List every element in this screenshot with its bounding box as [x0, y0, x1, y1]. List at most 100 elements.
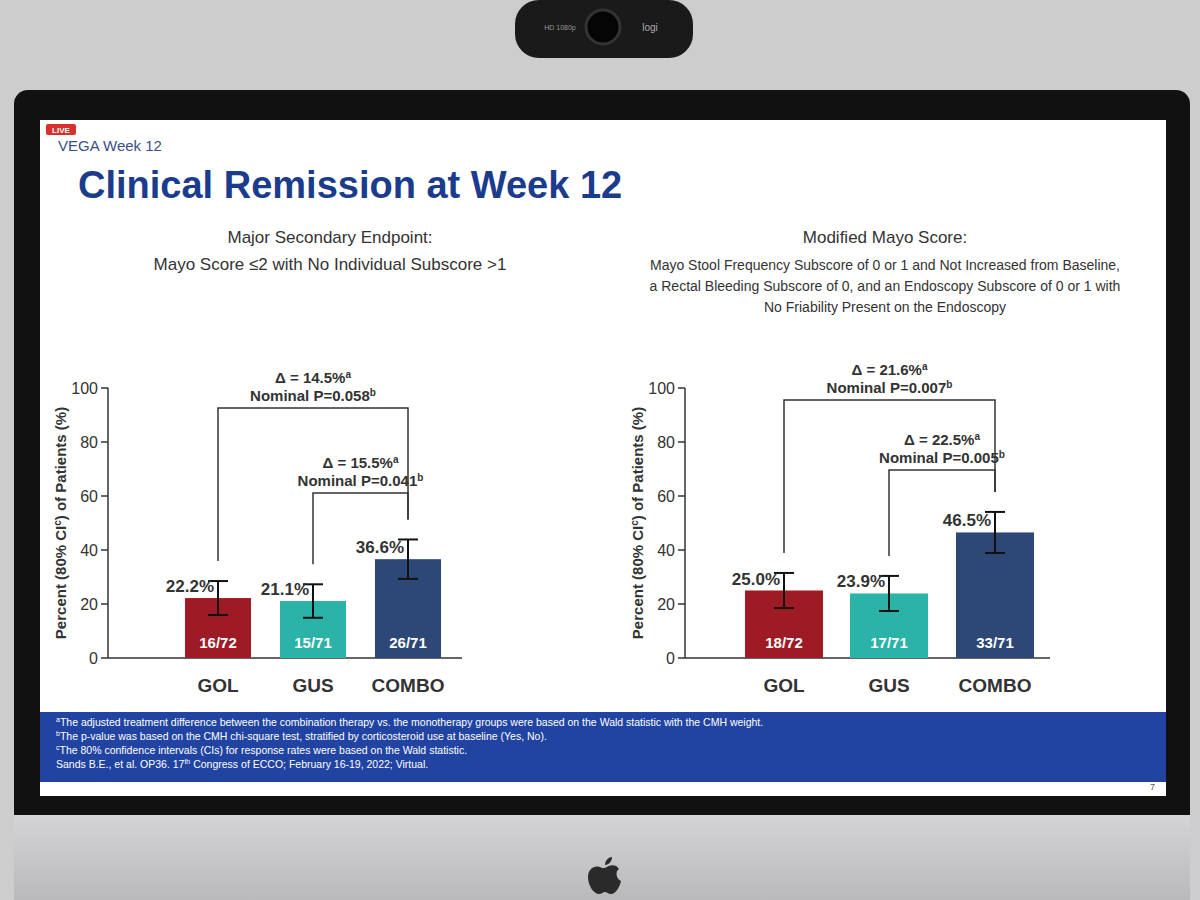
monitor-chin	[14, 815, 1190, 900]
data-label: 25.0%	[732, 570, 780, 589]
apple-leaf	[605, 857, 612, 865]
delta-label: Δ = 14.5%a	[275, 369, 351, 386]
live-badge	[46, 124, 76, 135]
error-cap	[303, 617, 323, 619]
count-label: 17/71	[870, 634, 908, 651]
y-tick-label: 20	[80, 596, 98, 613]
delta-note: a	[974, 431, 980, 442]
category-label: GUS	[868, 675, 909, 696]
delta-label: Δ = 15.5%a	[323, 454, 399, 471]
chart: Major Secondary Endpoint:Mayo Score ≤2 w…	[52, 228, 506, 696]
error-line	[217, 581, 219, 615]
error-cap	[208, 614, 228, 616]
p-note: b	[999, 449, 1005, 460]
page-number: 7	[1150, 782, 1155, 792]
chart-subtitle: Mayo Score ≤2 with No Individual Subscor…	[154, 255, 507, 274]
count-label: 16/72	[199, 634, 237, 651]
p-text: Nominal P=0.041	[298, 472, 418, 489]
delta-text: Δ = 15.5%	[323, 454, 393, 471]
category-label: GUS	[292, 675, 333, 696]
footnote-text: The adjusted treatment difference betwee…	[60, 716, 763, 728]
error-line	[407, 539, 409, 578]
error-cap	[774, 607, 794, 609]
y-tick-label: 100	[648, 380, 675, 397]
comparison-bracket	[889, 470, 995, 556]
y-axis	[107, 388, 109, 658]
p-text: Nominal P=0.005	[879, 449, 999, 466]
delta-note: a	[922, 361, 928, 372]
p-text: Nominal P=0.007	[827, 379, 947, 396]
footnote: bThe p-value was based on the CMH chi-sq…	[56, 730, 547, 742]
p-label: Nominal P=0.007b	[827, 379, 953, 396]
chart-subtitle: a Rectal Bleeding Subscore of 0, and an …	[650, 278, 1121, 294]
y-tick-label: 0	[89, 650, 98, 667]
y-tick-label: 40	[80, 542, 98, 559]
footnote: aThe adjusted treatment difference betwe…	[56, 716, 763, 728]
chart: Modified Mayo Score: Mayo Stool Frequency…	[629, 228, 1120, 696]
count-label: 26/71	[389, 634, 427, 651]
reference-text: Congress of ECCO; February 16-19, 2022; …	[190, 758, 428, 770]
comparison-bracket	[313, 493, 408, 564]
reference: Sands B.E., et al. OP36. 17th Congress o…	[56, 758, 428, 770]
error-cap	[879, 610, 899, 612]
y-tick-label: 80	[80, 434, 98, 451]
apple-logo	[588, 857, 621, 894]
y-axis-label: Percent (80% CIc) of Patients (%)	[52, 407, 69, 639]
y-axis-label-text: ) of Patients (%)	[52, 407, 69, 520]
y-axis-label-text: ) of Patients (%)	[629, 407, 646, 520]
y-tick	[101, 387, 108, 389]
reference-text: Sands B.E., et al. OP36. 17	[56, 758, 185, 770]
delta-note: a	[345, 369, 351, 380]
y-axis-label-text: Percent (80% CI	[629, 526, 646, 639]
footnote: cThe 80% confidence intervals (CIs) for …	[56, 744, 467, 756]
y-tick	[678, 495, 685, 497]
error-line	[888, 576, 890, 611]
bracket-line	[889, 470, 995, 556]
y-tick	[101, 549, 108, 551]
y-tick-label: 40	[657, 542, 675, 559]
y-tick-label: 100	[71, 380, 98, 397]
p-note: b	[946, 379, 952, 390]
p-note: b	[370, 387, 376, 398]
apple-body	[588, 865, 621, 894]
p-label: Nominal P=0.005b	[879, 449, 1005, 466]
webcam-brand: logi	[642, 22, 658, 33]
data-label: 21.1%	[261, 580, 309, 599]
footer-band	[40, 712, 1166, 782]
webcam-label: HD 1080p	[544, 24, 576, 32]
live-text: LIVE	[52, 126, 70, 135]
chart-title: Modified Mayo Score:	[803, 228, 967, 247]
data-label: 22.2%	[166, 577, 214, 596]
p-label: Nominal P=0.041b	[298, 472, 424, 489]
y-tick-label: 80	[657, 434, 675, 451]
y-tick-label: 60	[80, 488, 98, 505]
background	[0, 0, 1200, 900]
chart-subtitle: Mayo Stool Frequency Subscore of 0 or 1 …	[650, 257, 1120, 273]
category-label: GOL	[197, 675, 239, 696]
delta-text: Δ = 21.6%	[852, 361, 922, 378]
webcam-lens	[586, 10, 620, 44]
y-axis	[684, 388, 686, 658]
p-label: Nominal P=0.058b	[250, 387, 376, 404]
monitor-bezel	[14, 90, 1190, 830]
y-tick	[678, 549, 685, 551]
chart-subtitle: No Friability Present on the Endoscopy	[764, 299, 1006, 315]
slide	[40, 120, 1166, 796]
slide-title: Clinical Remission at Week 12	[78, 164, 622, 206]
y-tick	[678, 441, 685, 443]
category-label: COMBO	[959, 675, 1032, 696]
y-tick	[678, 603, 685, 605]
y-tick-label: 20	[657, 596, 675, 613]
count-label: 33/71	[976, 634, 1014, 651]
page: HD 1080p logi LIVE VEGA Week 12 Clinical Rem…	[0, 0, 1200, 900]
footnote-text: The 80% confidence intervals (CIs) for r…	[60, 744, 468, 756]
webcam: HD 1080p logi	[515, 0, 693, 58]
y-tick	[101, 657, 108, 659]
bracket-line	[313, 493, 408, 564]
error-line	[783, 573, 785, 608]
error-cap	[398, 578, 418, 580]
delta-label: Δ = 21.6%a	[852, 361, 928, 378]
delta-label: Δ = 22.5%a	[904, 431, 980, 448]
slide-header: VEGA Week 12	[58, 137, 162, 154]
data-label: 46.5%	[943, 511, 991, 530]
